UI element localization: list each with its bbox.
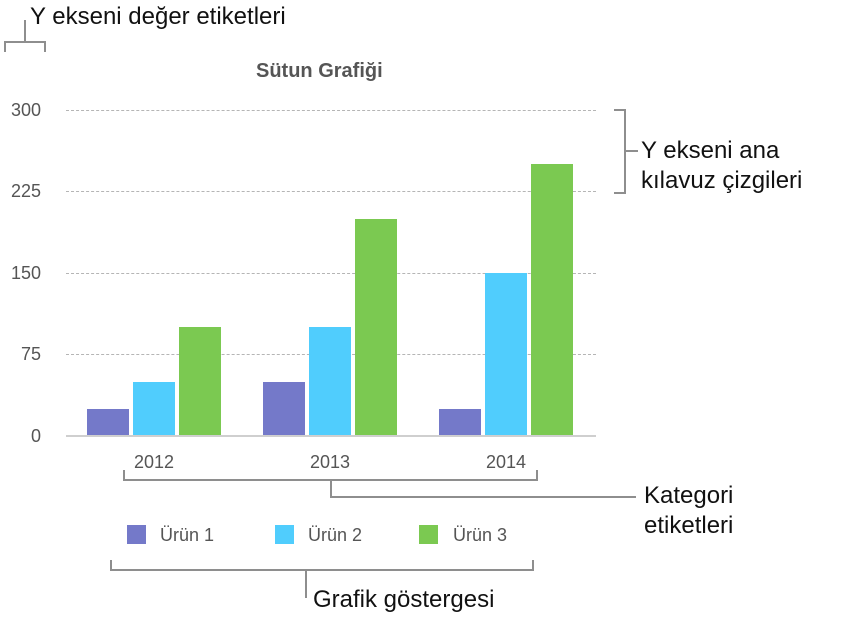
gridline-150 <box>66 273 596 274</box>
category-label-2013: 2013 <box>309 452 351 472</box>
legend-label-urun-3: Ürün 3 <box>453 525 508 545</box>
bar-2014-series-3 <box>531 164 573 436</box>
annotation-y-axis-major-gridlines: Y ekseni ana kılavuz çizgileri <box>641 136 802 196</box>
x-axis-baseline <box>66 435 596 437</box>
bar-2012-series-3 <box>179 327 221 436</box>
bar-2013-series-3 <box>355 219 397 436</box>
legend-label-urun-1: Ürün 1 <box>160 525 215 545</box>
chart-title: Sütun Grafiği <box>256 60 383 82</box>
legend-swatch-urun-1 <box>127 525 146 544</box>
annotation-category-labels-line1: Kategori <box>644 482 734 509</box>
category-label-2012: 2012 <box>133 452 175 472</box>
bar-2013-series-1 <box>263 382 305 436</box>
annotation-y-axis-value-labels: Y ekseni değer etiketleri <box>30 3 286 30</box>
annotation-y-axis-major-gridlines-line2: kılavuz çizgileri <box>641 167 803 194</box>
y-tick-label: 75 <box>20 344 41 364</box>
bar-2012-series-2 <box>133 382 175 436</box>
y-tick-label: 0 <box>30 426 41 446</box>
category-label-2014: 2014 <box>485 452 527 472</box>
bar-2013-series-2 <box>309 327 351 436</box>
y-tick-label: 300 <box>10 100 41 120</box>
bar-2014-series-1 <box>439 409 481 436</box>
y-tick-label: 150 <box>10 263 41 283</box>
gridline-225 <box>66 191 596 192</box>
annotation-category-labels-line2: etiketleri <box>644 512 734 539</box>
annotation-chart-legend: Grafik göstergesi <box>313 586 495 613</box>
gridline-300 <box>66 110 596 111</box>
bar-2012-series-1 <box>87 409 129 436</box>
y-tick-label: 225 <box>10 181 41 201</box>
annotation-category-labels: Kategori etiketleri <box>644 481 733 541</box>
annotation-y-axis-major-gridlines-line1: Y ekseni ana <box>641 137 780 164</box>
legend-swatch-urun-3 <box>419 525 438 544</box>
bar-2014-series-2 <box>485 273 527 436</box>
legend-swatch-urun-2 <box>275 525 294 544</box>
legend-label-urun-2: Ürün 2 <box>308 525 363 545</box>
